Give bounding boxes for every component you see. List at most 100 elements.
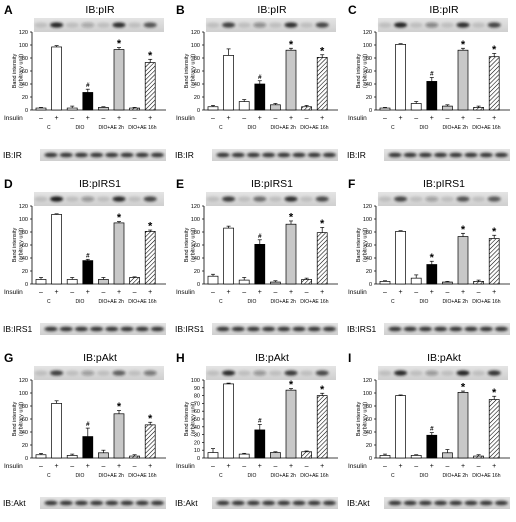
bar [379, 107, 391, 111]
y-tick-label: 120 [19, 30, 28, 36]
blot-band [300, 196, 314, 202]
blot-band [253, 22, 267, 28]
blot-band [90, 500, 104, 506]
bar [488, 238, 500, 285]
blot-band [222, 196, 236, 202]
blot-band [206, 370, 220, 376]
insulin-plus: + [320, 289, 324, 296]
insulin-minus: – [477, 115, 481, 122]
blot-band [135, 152, 149, 158]
insulin-plus: + [55, 115, 59, 122]
insulin-minus: – [273, 115, 277, 122]
insulin-label: Insulin [4, 289, 23, 296]
blot-band [65, 22, 79, 28]
bar [223, 383, 234, 459]
loading-control-label: IB:IR [3, 150, 22, 160]
y-tick-label: 100 [363, 391, 372, 397]
bar [488, 56, 500, 111]
insulin-plus: + [461, 463, 465, 470]
y-tick-label: 20 [194, 95, 200, 101]
y-tick-label: 0 [369, 456, 372, 462]
insulin-plus: + [289, 115, 293, 122]
bar [410, 277, 422, 285]
loading-control-blot [212, 323, 338, 335]
blot-band [34, 370, 48, 376]
loading-control-blot [212, 497, 338, 509]
loading-control-blot [384, 149, 510, 161]
blot-band [81, 196, 95, 202]
insulin-minus: – [133, 289, 137, 296]
loading-control-label: IB:IR [175, 150, 194, 160]
significance-star: * [320, 45, 325, 57]
blot-band [150, 152, 164, 158]
blot-band [388, 500, 402, 506]
y-tick-label: 60 [22, 69, 28, 75]
blot-band [378, 370, 392, 376]
blot-band [120, 500, 134, 506]
insulin-minus: – [211, 115, 215, 122]
y-tick-label: 60 [194, 409, 200, 415]
blot-band [34, 22, 48, 28]
group-label: C [47, 125, 51, 131]
significance-star: * [117, 38, 122, 50]
blot-band [456, 370, 470, 376]
blot-band [231, 152, 245, 158]
blot-band [96, 196, 110, 202]
blot-band [425, 22, 439, 28]
group-label: DIO [420, 299, 429, 305]
group-label: DIO+AE 2h [98, 299, 124, 305]
panel-g: G IB:pAkt 0 20 40 60 80 100 120 Band intensity(ar… [3, 351, 166, 509]
blot-band [409, 370, 423, 376]
bars: # * * [35, 400, 156, 459]
y-tick-label: 100 [19, 43, 28, 49]
bar [301, 279, 312, 285]
blot-band [128, 196, 142, 202]
y-tick-label: 60 [22, 243, 28, 249]
blot-band [262, 500, 276, 506]
y-tick-label: 20 [366, 269, 372, 275]
blot-band [277, 500, 291, 506]
insulin-label: Insulin [176, 289, 195, 296]
insulin-minus: – [445, 115, 449, 122]
group-label: DIO [248, 299, 257, 305]
panel-letter: F [348, 177, 355, 191]
blot-band [388, 326, 402, 332]
phospho-blot [378, 18, 508, 32]
y-tick-label: 40 [22, 82, 28, 88]
loading-control-blot [40, 497, 166, 509]
group-label: DIO+AE 16h [472, 473, 500, 479]
y-tick-label: 120 [191, 204, 200, 210]
significance-star: * [320, 384, 325, 396]
group-label: DIO+AE 16h [300, 473, 328, 479]
group-label: DIO+AE 2h [442, 125, 468, 131]
insulin-minus: – [477, 289, 481, 296]
significance-hash: # [86, 421, 90, 428]
y-tick-label: 20 [194, 269, 200, 275]
y-tick-label: 0 [25, 282, 28, 288]
blot-band [440, 370, 454, 376]
blot-title: IB:pIR [85, 4, 115, 16]
blot-band [307, 152, 321, 158]
bar [51, 46, 62, 111]
blot-band [112, 196, 126, 202]
blot-band [135, 500, 149, 506]
blot-band [394, 196, 408, 202]
insulin-plus: + [492, 463, 496, 470]
y-tick-label: 80 [194, 394, 200, 400]
bar [457, 236, 469, 285]
significance-star: * [289, 379, 294, 391]
y-tick-label: 100 [19, 217, 28, 223]
significance-hash: # [86, 82, 90, 89]
y-tick-label: 20 [22, 443, 28, 449]
y-tick-label: 10 [194, 448, 200, 454]
blot-band [96, 22, 110, 28]
loading-control-label: IB:IRS1 [347, 324, 377, 334]
axes: 0 20 40 60 80 100 120 Band intensity(arbitrary … [12, 204, 166, 288]
blot-band [120, 326, 134, 332]
bar [113, 222, 125, 285]
y-tick-label: 70 [194, 401, 200, 407]
insulin-plus: + [258, 463, 262, 470]
group-label: DIO [76, 299, 85, 305]
y-tick-label: 40 [22, 256, 28, 262]
insulin-plus: + [492, 289, 496, 296]
